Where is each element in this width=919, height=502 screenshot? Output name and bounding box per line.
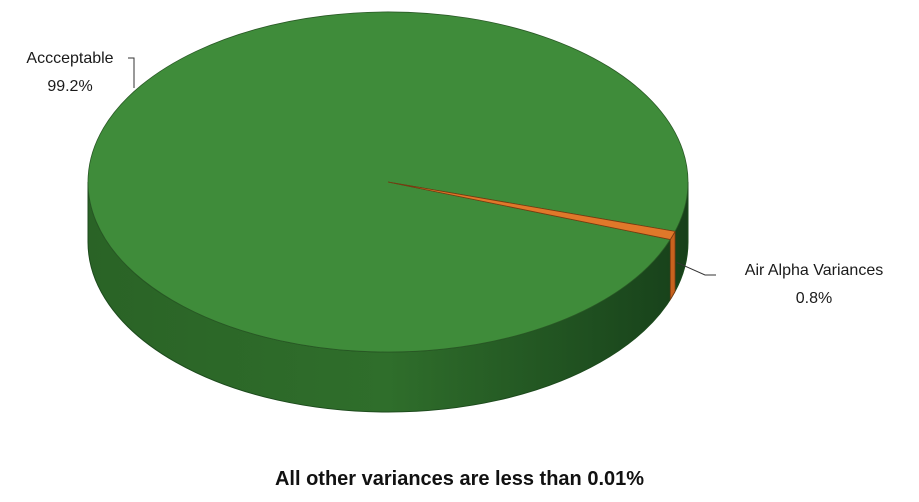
label-accceptable-value: 99.2% xyxy=(47,78,92,95)
chart-footnote: All other variances are less than 0.01% xyxy=(274,468,645,490)
leader-line-air-alpha-variances xyxy=(676,262,716,276)
leader-line-accceptable xyxy=(128,57,135,88)
pie-slice-air-alpha-variances xyxy=(387,181,676,240)
pie-top-face xyxy=(87,11,689,353)
label-air-alpha-variances-category: Air Alpha Variances xyxy=(745,262,883,279)
label-accceptable-category: Accceptable xyxy=(26,50,113,67)
label-air-alpha-variances-value: 0.8% xyxy=(796,290,832,307)
pie-labels: Accceptable 99.2% Air Alpha Variances 0.8% xyxy=(26,50,883,307)
slice-side-air-alpha-variances xyxy=(669,231,676,301)
